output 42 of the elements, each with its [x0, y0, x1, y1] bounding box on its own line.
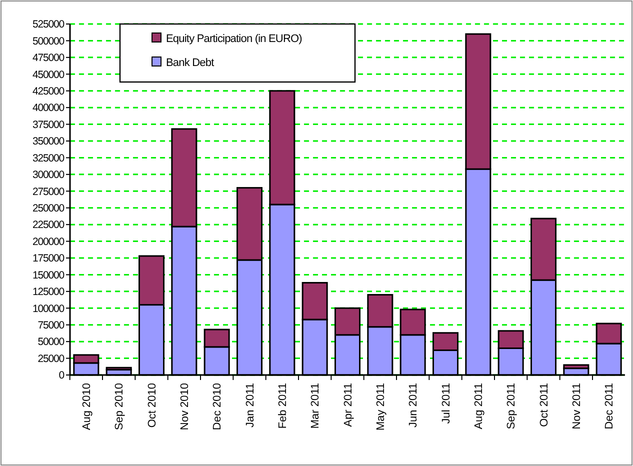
y-tick-label: 475000: [32, 52, 65, 64]
y-tick-label: 75000: [38, 320, 65, 332]
y-tick-label: 225000: [32, 219, 65, 232]
y-tick-label: 375000: [32, 118, 65, 131]
y-tick-label: 250000: [32, 202, 65, 215]
x-tick-label: Aug 2011: [473, 383, 486, 430]
y-tick-label: 350000: [32, 136, 65, 148]
y-tick-label: 50000: [38, 336, 65, 348]
bar: [106, 366, 132, 370]
y-tick-label: 300000: [32, 169, 65, 182]
y-tick-label: 100000: [32, 302, 65, 315]
x-tick-label: Jun 2011: [408, 383, 420, 428]
y-tick-label: 400000: [32, 102, 65, 114]
x-tick-label: Jan 2011: [244, 383, 256, 428]
y-tick-label: 525000: [32, 18, 65, 31]
y-tick-label: 450000: [32, 68, 65, 81]
y-tick-label: 500000: [32, 35, 65, 48]
x-tick-label: Feb 2011: [277, 383, 290, 429]
x-tick-label: Oct 2011: [538, 383, 550, 427]
legend-label: Equity Participation (in EURO): [166, 32, 302, 45]
x-tick-label: Sep 2010: [114, 383, 126, 430]
x-tick-label: May 2011: [375, 383, 388, 430]
x-tick-label: Dec 2010: [212, 383, 224, 430]
y-tick-label: 425000: [32, 86, 65, 98]
x-tick-label: Jul 2011: [440, 383, 452, 424]
y-tick-label: 25000: [38, 352, 65, 365]
x-tick-label: Nov 2011: [571, 383, 584, 430]
y-tick-label: 125000: [32, 286, 65, 298]
x-tick-label: Sep 2011: [506, 383, 518, 430]
x-tick-label: Aug 2010: [81, 383, 94, 430]
y-tick-label: 0: [58, 370, 65, 382]
y-tick-label: 325000: [32, 152, 65, 164]
y-tick-label: 150000: [32, 269, 65, 282]
x-tick-label: Dec 2011: [604, 383, 616, 430]
legend-label: Bank Debt: [166, 56, 214, 69]
x-tick-label: Oct 2010: [146, 383, 158, 428]
y-tick-label: 275000: [32, 186, 65, 198]
y-tick-label: 175000: [32, 252, 65, 265]
x-tick-label: Mar 2011: [310, 383, 322, 429]
x-tick-label: Apr 2011: [342, 383, 354, 427]
x-tick-label: Nov 2010: [179, 383, 192, 430]
y-tick-label: 200000: [32, 236, 65, 248]
